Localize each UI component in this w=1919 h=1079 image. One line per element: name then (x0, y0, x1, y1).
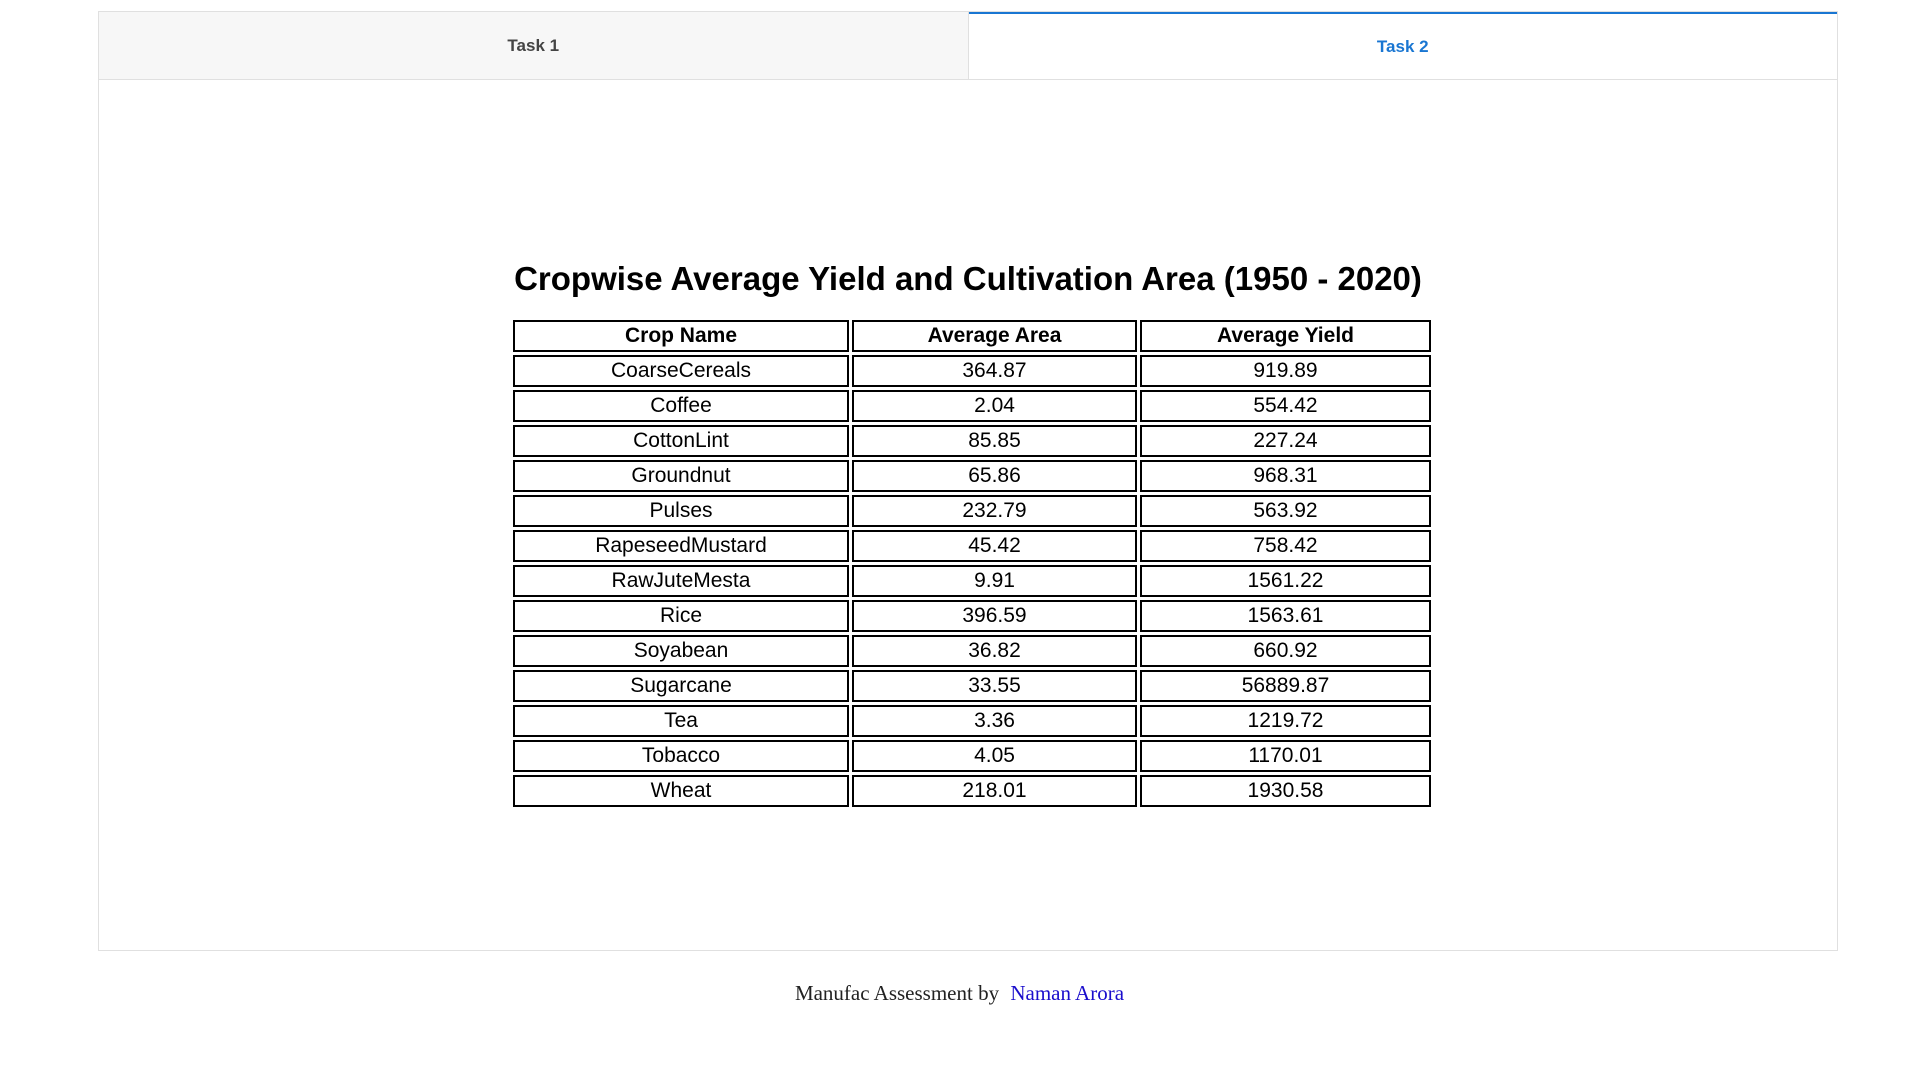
cell-average-area: 45.42 (852, 530, 1137, 562)
cell-average-yield: 660.92 (1140, 635, 1431, 667)
cell-average-area: 3.36 (852, 705, 1137, 737)
cell-crop-name: Coffee (513, 390, 849, 422)
cell-average-yield: 1170.01 (1140, 740, 1431, 772)
cell-average-area: 85.85 (852, 425, 1137, 457)
cell-average-yield: 1930.58 (1140, 775, 1431, 807)
cell-average-area: 2.04 (852, 390, 1137, 422)
cell-average-yield: 554.42 (1140, 390, 1431, 422)
app-container: Task 1 Task 2 Cropwise Average Yield and… (98, 11, 1838, 951)
cell-average-yield: 1563.61 (1140, 600, 1431, 632)
table-row: Sugarcane 33.55 56889.87 (513, 670, 1431, 702)
cell-average-area: 65.86 (852, 460, 1137, 492)
cell-crop-name: CoarseCereals (513, 355, 849, 387)
table-row: RapeseedMustard 45.42 758.42 (513, 530, 1431, 562)
footer-text: Manufac Assessment by (794, 981, 1000, 1005)
header-average-area: Average Area (852, 320, 1137, 352)
cell-average-yield: 227.24 (1140, 425, 1431, 457)
cell-average-yield: 968.31 (1140, 460, 1431, 492)
cell-crop-name: CottonLint (513, 425, 849, 457)
cell-average-area: 33.55 (852, 670, 1137, 702)
cell-crop-name: RapeseedMustard (513, 530, 849, 562)
tab-task-1[interactable]: Task 1 (99, 12, 969, 79)
header-crop-name: Crop Name (513, 320, 849, 352)
cell-average-area: 232.79 (852, 495, 1137, 527)
cell-average-area: 364.87 (852, 355, 1137, 387)
cell-crop-name: Sugarcane (513, 670, 849, 702)
table-row: Soyabean 36.82 660.92 (513, 635, 1431, 667)
footer: Manufac Assessment by Naman Arora (0, 981, 1919, 1006)
table-row: Tobacco 4.05 1170.01 (513, 740, 1431, 772)
cell-crop-name: RawJuteMesta (513, 565, 849, 597)
cell-crop-name: Tea (513, 705, 849, 737)
cell-average-area: 4.05 (852, 740, 1137, 772)
table-header-row: Crop Name Average Area Average Yield (513, 320, 1431, 352)
table-row: CottonLint 85.85 227.24 (513, 425, 1431, 457)
tab-task-2[interactable]: Task 2 (968, 12, 1837, 79)
cell-average-area: 218.01 (852, 775, 1137, 807)
table-title: Cropwise Average Yield and Cultivation A… (514, 260, 1422, 297)
cell-average-yield: 563.92 (1140, 495, 1431, 527)
cell-average-yield: 56889.87 (1140, 670, 1431, 702)
cell-crop-name: Wheat (513, 775, 849, 807)
header-average-yield: Average Yield (1140, 320, 1431, 352)
table-row: RawJuteMesta 9.91 1561.22 (513, 565, 1431, 597)
table-row: Coffee 2.04 554.42 (513, 390, 1431, 422)
tab-bar: Task 1 Task 2 (99, 12, 1837, 80)
table-row: Wheat 218.01 1930.58 (513, 775, 1431, 807)
table-row: Pulses 232.79 563.92 (513, 495, 1431, 527)
cell-average-yield: 1219.72 (1140, 705, 1431, 737)
cell-average-area: 9.91 (852, 565, 1137, 597)
cell-average-area: 36.82 (852, 635, 1137, 667)
cell-crop-name: Groundnut (513, 460, 849, 492)
tab-panel-task-2: Cropwise Average Yield and Cultivation A… (99, 80, 1837, 950)
table-row: CoarseCereals 364.87 919.89 (513, 355, 1431, 387)
table-row: Rice 396.59 1563.61 (513, 600, 1431, 632)
cell-average-area: 396.59 (852, 600, 1137, 632)
cell-crop-name: Rice (513, 600, 849, 632)
cell-crop-name: Soyabean (513, 635, 849, 667)
table-body: CoarseCereals 364.87 919.89 Coffee 2.04 554.4… (513, 355, 1431, 807)
cell-average-yield: 758.42 (1140, 530, 1431, 562)
cell-crop-name: Tobacco (513, 740, 849, 772)
crop-table: Crop Name Average Area Average Yield Coa… (510, 317, 1434, 810)
cell-average-yield: 1561.22 (1140, 565, 1431, 597)
author-link[interactable]: Naman Arora (1010, 981, 1125, 1005)
cell-average-yield: 919.89 (1140, 355, 1431, 387)
table-row: Groundnut 65.86 968.31 (513, 460, 1431, 492)
cell-crop-name: Pulses (513, 495, 849, 527)
table-row: Tea 3.36 1219.72 (513, 705, 1431, 737)
